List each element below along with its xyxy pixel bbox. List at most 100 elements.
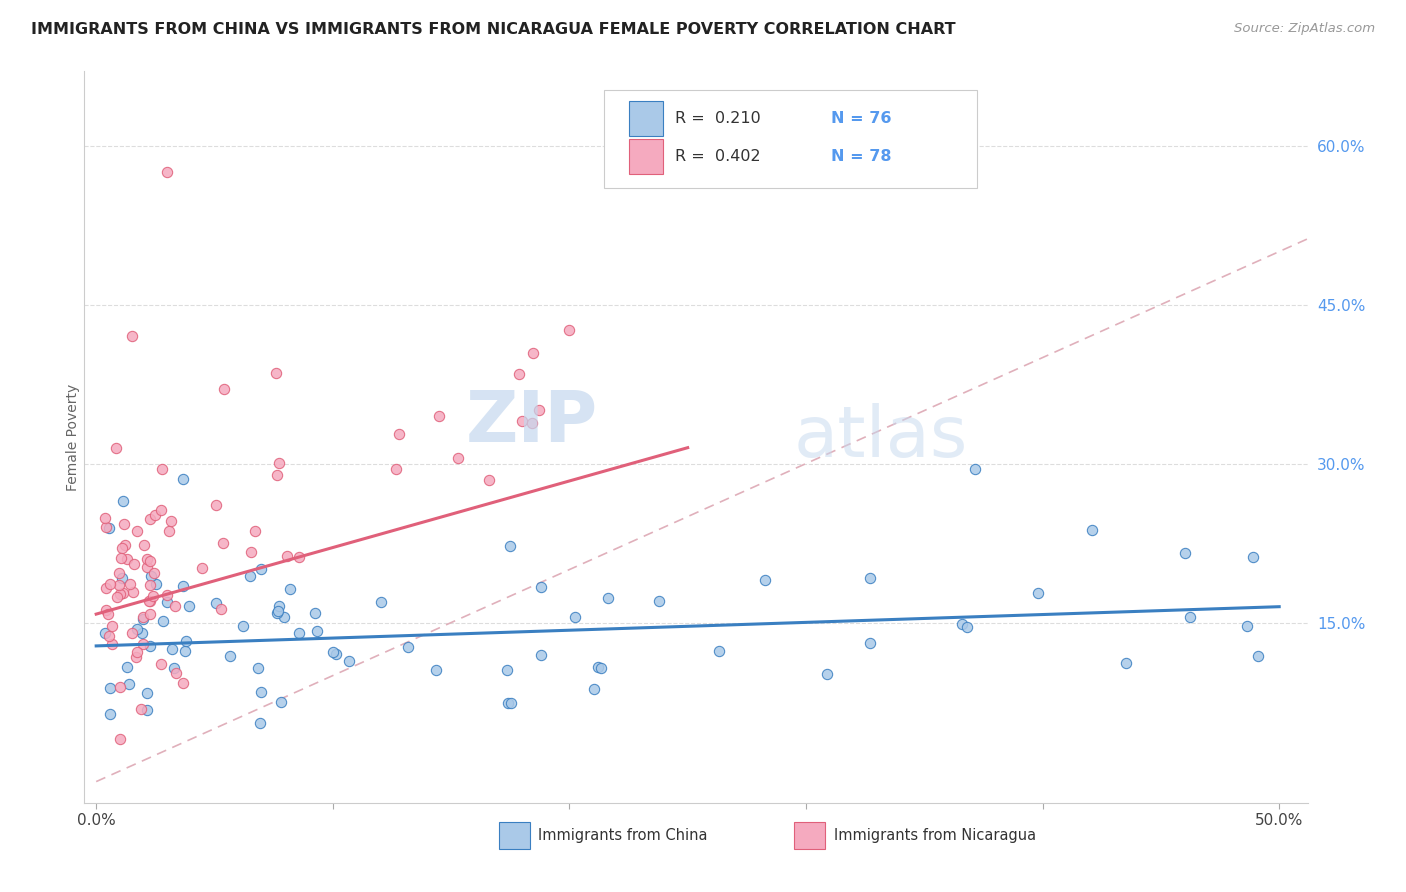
Point: [94, 626, 117, 640]
Point: [1178, 609, 1201, 624]
Point: [139, 554, 162, 568]
Point: [125, 524, 148, 538]
Point: [269, 599, 291, 613]
Point: [136, 686, 159, 700]
Point: [159, 514, 181, 528]
Point: [1026, 586, 1049, 600]
Point: [150, 462, 173, 476]
Point: [243, 524, 266, 539]
Text: atlas: atlas: [794, 402, 969, 472]
Text: N = 78: N = 78: [831, 150, 891, 164]
Text: Immigrants from China: Immigrants from China: [538, 829, 709, 843]
Point: [232, 619, 254, 633]
Point: [96, 581, 118, 595]
Point: [100, 618, 122, 632]
Point: [110, 550, 132, 565]
Point: [246, 660, 269, 674]
Point: [501, 696, 523, 710]
Point: [591, 661, 613, 675]
Point: [173, 644, 195, 658]
Point: [121, 585, 143, 599]
Point: [266, 367, 288, 381]
Point: [956, 620, 979, 634]
Point: [176, 633, 198, 648]
Point: [239, 545, 262, 559]
Point: [276, 549, 298, 563]
Point: [212, 536, 235, 550]
Point: [145, 577, 167, 591]
Point: [152, 614, 174, 628]
Point: [859, 571, 882, 585]
Point: [339, 654, 361, 668]
Point: [110, 680, 132, 694]
Point: [163, 599, 186, 613]
Point: [117, 677, 139, 691]
Point: [388, 426, 411, 441]
Text: N = 76: N = 76: [831, 112, 891, 127]
Point: [115, 660, 138, 674]
Point: [98, 629, 121, 643]
Point: [239, 569, 262, 583]
Point: [815, 667, 838, 681]
Point: [111, 571, 134, 585]
Point: [118, 576, 141, 591]
Point: [124, 558, 146, 572]
Point: [1115, 656, 1137, 670]
Point: [447, 451, 470, 466]
Text: ZIP: ZIP: [465, 388, 598, 457]
Point: [121, 625, 143, 640]
Point: [112, 493, 135, 508]
Point: [370, 595, 392, 609]
FancyBboxPatch shape: [605, 90, 977, 188]
Point: [205, 596, 228, 610]
Point: [150, 657, 173, 672]
Point: [177, 599, 200, 613]
Point: [114, 538, 136, 552]
Point: [427, 409, 450, 423]
Point: [385, 462, 408, 476]
Point: [596, 591, 619, 606]
Point: [107, 566, 129, 580]
Point: [94, 511, 117, 525]
Point: [950, 616, 973, 631]
Point: [1247, 649, 1270, 664]
Point: [249, 716, 271, 731]
Point: [250, 685, 273, 699]
Point: [139, 511, 162, 525]
Point: [648, 594, 671, 608]
Point: [583, 682, 606, 697]
Point: [266, 607, 288, 621]
Point: [98, 706, 121, 721]
Point: [112, 516, 135, 531]
Point: [110, 732, 132, 747]
Point: [110, 586, 132, 600]
Point: [270, 695, 292, 709]
Point: [1174, 546, 1197, 560]
Point: [165, 665, 187, 680]
Point: [132, 538, 155, 552]
Point: [96, 520, 118, 534]
Point: [530, 648, 553, 662]
Point: [218, 649, 240, 664]
Point: [588, 660, 610, 674]
Text: R =  0.402: R = 0.402: [675, 150, 761, 164]
Point: [131, 626, 153, 640]
Point: [125, 645, 148, 659]
Point: [307, 624, 329, 638]
Point: [135, 551, 157, 566]
Text: IMMIGRANTS FROM CHINA VS IMMIGRANTS FROM NICARAGUA FEMALE POVERTY CORRELATION CH: IMMIGRANTS FROM CHINA VS IMMIGRANTS FROM…: [31, 22, 956, 37]
Point: [105, 441, 128, 455]
Point: [1080, 523, 1102, 537]
Point: [211, 602, 233, 616]
Y-axis label: Female Poverty: Female Poverty: [66, 384, 80, 491]
Point: [267, 457, 290, 471]
Text: Source: ZipAtlas.com: Source: ZipAtlas.com: [1234, 22, 1375, 36]
Point: [707, 644, 730, 658]
Point: [101, 637, 124, 651]
Point: [273, 610, 295, 624]
Point: [512, 414, 534, 428]
Point: [322, 645, 344, 659]
Point: [131, 702, 153, 716]
Point: [496, 697, 519, 711]
Point: [141, 569, 163, 583]
